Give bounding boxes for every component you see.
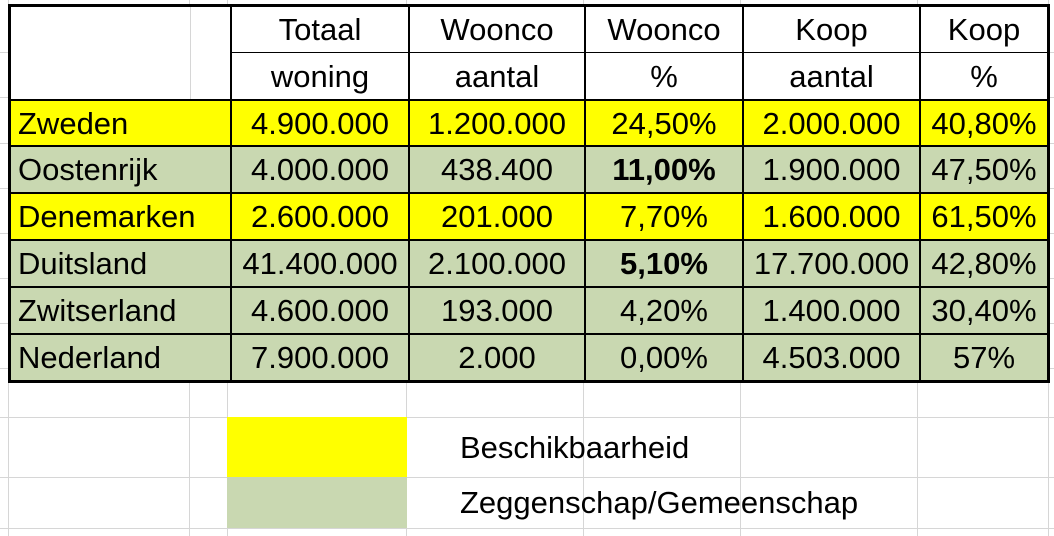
cell-woonco-pct[interactable]: 0,00% [584,335,742,380]
gridline-horizontal [0,417,1054,418]
cell-country[interactable]: Zwitserland [18,293,177,328]
cell-totaal-woning[interactable]: 4.000.000 [230,147,408,192]
legend-label-beschikbaarheid[interactable]: Beschikbaarheid [460,429,690,465]
gridline-horizontal [0,477,1054,478]
subheader-aantal[interactable]: aantal [408,53,584,99]
cell-koop-pct[interactable]: 40,80% [919,101,1047,145]
legend-swatch-yellow[interactable] [227,417,407,477]
header-woonco-pct[interactable]: Woonco [584,7,742,53]
cell-country[interactable]: Nederland [18,340,162,375]
cell-koop-pct[interactable]: 30,40% [919,288,1047,333]
cell-koop-aantal[interactable]: 1.400.000 [742,288,919,333]
table-row-duitsland: Duitsland 41.400.000 2.100.000 5,10% 17.… [11,239,1047,286]
table-row-zwitserland: Zwitserland 4.600.000 193.000 4,20% 1.40… [11,286,1047,333]
cell-woonco-aantal[interactable]: 193.000 [408,288,584,333]
cell-country[interactable]: Denemarken [18,199,196,234]
cell-woonco-pct[interactable]: 7,70% [584,194,742,239]
cell-koop-pct[interactable]: 47,50% [919,147,1047,192]
header-koop-aantal[interactable]: Koop [742,7,919,53]
cell-country[interactable]: Duitsland [18,246,148,281]
gridline-vertical [190,7,191,99]
cell-woonco-aantal[interactable]: 1.200.000 [408,101,584,145]
cell-woonco-pct[interactable]: 24,50% [584,101,742,145]
gridline-horizontal [0,528,1054,529]
cell-koop-aantal[interactable]: 17.700.000 [742,241,919,286]
table-row-nederland: Nederland 7.900.000 2.000 0,00% 4.503.00… [11,333,1047,380]
cell-koop-aantal[interactable]: 1.900.000 [742,147,919,192]
cell-koop-pct[interactable]: 42,80% [919,241,1047,286]
cell-woonco-aantal[interactable]: 201.000 [408,194,584,239]
table-header: Totaal Woonco Woonco Koop Koop woning aa… [11,7,1047,99]
subheader-aantal[interactable]: aantal [742,53,919,99]
cell-woonco-aantal[interactable]: 2.100.000 [408,241,584,286]
subheader-pct[interactable]: % [919,53,1047,99]
legend-swatch-green[interactable] [227,477,407,528]
header-corner-cell[interactable] [11,7,230,99]
cell-totaal-woning[interactable]: 7.900.000 [230,335,408,380]
table-row-zweden: Zweden 4.900.000 1.200.000 24,50% 2.000.… [11,99,1047,145]
cell-woonco-pct[interactable]: 4,20% [584,288,742,333]
cell-totaal-woning[interactable]: 4.600.000 [230,288,408,333]
cell-koop-pct[interactable]: 61,50% [919,194,1047,239]
cell-koop-aantal[interactable]: 2.000.000 [742,101,919,145]
subheader-pct[interactable]: % [584,53,742,99]
cell-koop-aantal[interactable]: 4.503.000 [742,335,919,380]
cell-woonco-pct[interactable]: 5,10% [584,241,742,286]
cell-totaal-woning[interactable]: 2.600.000 [230,194,408,239]
housing-table: Totaal Woonco Woonco Koop Koop woning aa… [8,4,1050,383]
header-koop-pct[interactable]: Koop [919,7,1047,53]
table-row-oostenrijk: Oostenrijk 4.000.000 438.400 11,00% 1.90… [11,145,1047,192]
cell-koop-aantal[interactable]: 1.600.000 [742,194,919,239]
cell-koop-pct[interactable]: 57% [919,335,1047,380]
header-totaal[interactable]: Totaal [230,7,408,53]
table-row-denemarken: Denemarken 2.600.000 201.000 7,70% 1.600… [11,192,1047,239]
cell-totaal-woning[interactable]: 4.900.000 [230,101,408,145]
cell-country[interactable]: Zweden [18,105,129,141]
cell-totaal-woning[interactable]: 41.400.000 [230,241,408,286]
cell-woonco-aantal[interactable]: 438.400 [408,147,584,192]
cell-woonco-pct[interactable]: 11,00% [584,147,742,192]
legend-label-zeggenschap[interactable]: Zeggenschap/Gemeenschap [460,485,859,520]
cell-country[interactable]: Oostenrijk [18,152,158,187]
cell-woonco-aantal[interactable]: 2.000 [408,335,584,380]
subheader-woning[interactable]: woning [230,53,408,99]
header-woonco-aantal[interactable]: Woonco [408,7,584,53]
